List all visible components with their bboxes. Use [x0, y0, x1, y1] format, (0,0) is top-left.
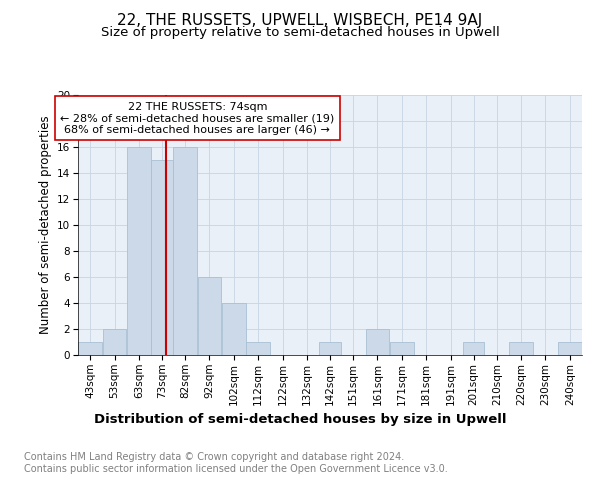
Bar [246, 342, 270, 355]
Bar [390, 342, 414, 355]
Bar [173, 147, 197, 355]
Bar [463, 342, 484, 355]
Bar [151, 160, 173, 355]
Text: 22, THE RUSSETS, UPWELL, WISBECH, PE14 9AJ: 22, THE RUSSETS, UPWELL, WISBECH, PE14 9… [118, 12, 482, 28]
Bar [103, 329, 127, 355]
Bar [78, 342, 102, 355]
Y-axis label: Number of semi-detached properties: Number of semi-detached properties [38, 116, 52, 334]
Bar [558, 342, 582, 355]
Bar [222, 303, 246, 355]
Text: Size of property relative to semi-detached houses in Upwell: Size of property relative to semi-detach… [101, 26, 499, 39]
Bar [319, 342, 341, 355]
Bar [197, 277, 221, 355]
Bar [509, 342, 533, 355]
Text: Contains HM Land Registry data © Crown copyright and database right 2024.
Contai: Contains HM Land Registry data © Crown c… [24, 452, 448, 474]
Bar [365, 329, 389, 355]
Bar [127, 147, 151, 355]
Text: 22 THE RUSSETS: 74sqm
← 28% of semi-detached houses are smaller (19)
68% of semi: 22 THE RUSSETS: 74sqm ← 28% of semi-deta… [60, 102, 334, 134]
Text: Distribution of semi-detached houses by size in Upwell: Distribution of semi-detached houses by … [94, 412, 506, 426]
